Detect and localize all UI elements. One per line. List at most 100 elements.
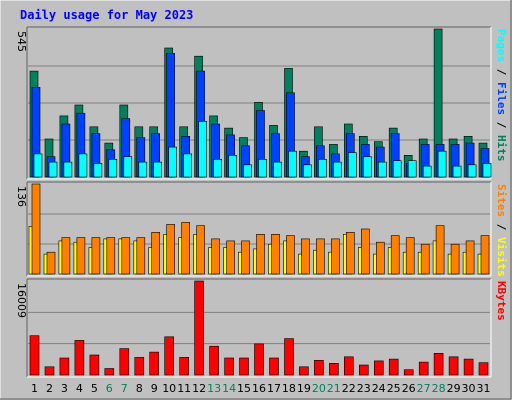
bar-pages-day-23	[362, 156, 372, 178]
bar-pages-day-7	[123, 156, 133, 178]
axis-label-part: /	[495, 115, 508, 135]
bar-pages-day-15	[243, 164, 252, 178]
bar-kbytes-day-15	[239, 357, 249, 376]
day-label-11: 11	[177, 382, 191, 395]
bar-kbytes-day-28	[433, 352, 444, 376]
day-label-9: 9	[151, 382, 158, 395]
bar-sites-day-12	[196, 225, 205, 275]
bar-pages-day-31	[482, 163, 492, 178]
axis-label-part: Visits	[495, 237, 508, 277]
bar-pages-day-3	[63, 161, 73, 178]
bar-kbytes-day-24	[373, 360, 384, 376]
bar-pages-day-30	[467, 164, 477, 178]
bar-sites-day-19	[301, 238, 310, 275]
day-label-28: 28	[432, 382, 446, 395]
x-axis-day-labels: 1 2 3 4 5 6 7 8 9 10 11 12 13 14 15 16 17 18 19 20 21 22 23 24 2…	[31, 382, 491, 395]
bar-pages-day-20	[318, 159, 327, 178]
bar-kbytes-day-3	[59, 357, 70, 376]
day-label-24: 24	[372, 382, 386, 395]
bar-sites-day-15	[241, 240, 250, 275]
bar-kbytes-day-29	[448, 356, 459, 376]
bar-sites-day-5	[91, 237, 101, 275]
axis-label-part: Pages	[495, 29, 508, 62]
bar-pages-day-27	[422, 165, 432, 178]
bar-kbytes-day-1	[29, 335, 40, 376]
series-axis-label: Pages / Files / Hits	[495, 29, 508, 162]
y-axis-max-label: 16009	[15, 283, 28, 318]
day-label-6: 6	[106, 382, 113, 395]
bar-pages-day-26	[407, 160, 417, 178]
bar-kbytes-day-17	[269, 357, 279, 376]
bar-kbytes-day-31	[478, 362, 489, 376]
day-label-3: 3	[61, 382, 68, 395]
bar-kbytes-day-2	[44, 366, 55, 376]
bar-sites-day-4	[76, 237, 86, 275]
bar-pages-day-29	[452, 165, 462, 178]
bar-kbytes-day-11	[179, 357, 189, 376]
day-label-17: 17	[267, 382, 281, 395]
bar-pages-day-22	[347, 152, 357, 178]
bar-pages-day-12	[198, 121, 207, 178]
bar-pages-day-14	[228, 155, 237, 178]
panel-kbytes: 16009 KBytes	[15, 278, 508, 378]
day-label-16: 16	[252, 382, 266, 395]
bar-sites-day-11	[181, 222, 190, 275]
bar-kbytes-day-12	[194, 280, 204, 376]
chart-panels: 545 Pages / Files / Hits 136 Sites / Visits…	[15, 26, 508, 378]
bar-sites-day-27	[420, 243, 430, 275]
bar-kbytes-day-6	[104, 368, 115, 376]
day-label-31: 31	[477, 382, 491, 395]
bar-pages-day-1	[33, 153, 43, 178]
bar-kbytes-day-18	[284, 338, 294, 376]
day-label-2: 2	[46, 382, 53, 395]
day-label-27: 27	[417, 382, 431, 395]
bar-sites-day-20	[316, 238, 325, 275]
bar-kbytes-day-22	[343, 356, 354, 376]
bar-pages-day-8	[138, 161, 148, 178]
bar-pages-day-24	[377, 161, 387, 178]
day-label-15: 15	[237, 382, 251, 395]
bar-sites-day-8	[136, 237, 146, 275]
bar-sites-day-3	[61, 237, 71, 275]
bar-sites-day-22	[345, 232, 355, 275]
bar-kbytes-day-5	[89, 354, 100, 376]
bar-pages-day-9	[153, 161, 162, 178]
panel-sites-visits: 136 Sites / Visits	[15, 181, 508, 277]
series-axis-label: Sites / Visits	[495, 184, 508, 277]
bar-sites-day-7	[121, 237, 131, 275]
bar-pages-day-19	[303, 164, 312, 178]
bar-pages-day-11	[183, 153, 192, 178]
bar-sites-day-23	[360, 228, 370, 275]
chart-title: Daily usage for May 2023	[20, 8, 193, 22]
bar-pages-day-25	[392, 160, 402, 178]
bar-kbytes-day-19	[299, 366, 309, 376]
bar-kbytes-day-30	[463, 358, 474, 376]
bar-sites-day-26	[405, 237, 415, 275]
bar-sites-day-25	[390, 235, 400, 275]
bar-sites-day-13	[211, 238, 220, 275]
bar-sites-day-6	[106, 237, 116, 275]
bar-sites-day-29	[450, 243, 460, 275]
bar-pages-day-28	[437, 150, 447, 178]
bar-kbytes-day-16	[254, 343, 264, 376]
axis-label-part: Hits	[495, 135, 508, 162]
day-label-12: 12	[192, 382, 206, 395]
bar-pages-day-4	[78, 153, 88, 178]
bar-kbytes-day-14	[224, 357, 234, 376]
bar-sites-day-14	[226, 240, 235, 275]
day-label-29: 29	[447, 382, 461, 395]
bar-sites-day-30	[465, 240, 475, 275]
series-axis-label: KBytes	[495, 281, 508, 321]
bar-sites-day-28	[435, 225, 445, 275]
axis-label-part: /	[495, 62, 508, 82]
bar-kbytes-day-26	[403, 369, 414, 376]
day-label-4: 4	[76, 382, 83, 395]
bar-pages-day-17	[273, 161, 282, 178]
bar-kbytes-day-8	[134, 357, 145, 376]
bar-sites-day-18	[286, 235, 295, 275]
bar-kbytes-day-23	[358, 364, 369, 376]
bar-kbytes-day-21	[329, 362, 339, 376]
bar-pages-day-18	[288, 150, 297, 178]
bar-sites-day-9	[151, 232, 160, 275]
